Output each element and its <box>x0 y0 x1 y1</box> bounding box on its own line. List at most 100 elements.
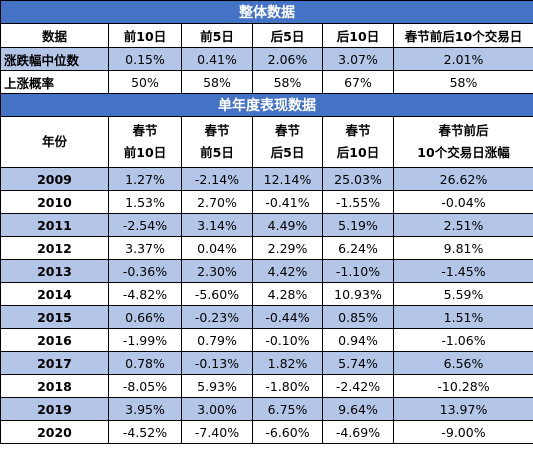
table-cell: -6.60% <box>252 420 323 444</box>
table-cell: 3.07% <box>322 47 394 71</box>
year-row: 2012 3.37% 0.04% 2.29% 6.24% 9.81% <box>0 236 533 260</box>
column-header: 数据 <box>0 23 109 48</box>
year-row: 2014 -4.82% -5.60% 4.28% 10.93% 5.59% <box>0 282 533 306</box>
year-cell: 2011 <box>0 213 109 237</box>
year-cell: 2019 <box>0 397 109 421</box>
table-cell: -1.55% <box>322 190 394 214</box>
year-row: 2009 1.27% -2.14% 12.14% 25.03% 26.62% <box>0 167 533 191</box>
table-cell: -2.54% <box>108 213 182 237</box>
table-cell: 5.19% <box>322 213 394 237</box>
table-cell: 9.81% <box>393 236 533 260</box>
year-row: 2016 -1.99% 0.79% -0.10% 0.94% -1.06% <box>0 328 533 352</box>
table-cell: 67% <box>322 70 394 94</box>
table-cell: 1.27% <box>108 167 182 191</box>
table-cell: 0.15% <box>108 47 182 71</box>
table-cell: -0.41% <box>252 190 323 214</box>
table-cell: 13.97% <box>393 397 533 421</box>
table-cell: 4.42% <box>252 259 323 283</box>
table-cell: -1.06% <box>393 328 533 352</box>
table-cell: 0.85% <box>322 305 394 329</box>
year-row: 2020 -4.52% -7.40% -6.60% -4.69% -9.00% <box>0 420 533 444</box>
table-cell: -1.99% <box>108 328 182 352</box>
column-header: 后10日 <box>322 23 394 48</box>
table-cell: 6.75% <box>252 397 323 421</box>
yearly-header-row: 年份 春节 前10日 春节 前5日 春节 后5日 春节 后10日 春节前后 10个交易日涨… <box>0 116 533 168</box>
table-cell: -4.82% <box>108 282 182 306</box>
year-cell: 2013 <box>0 259 109 283</box>
year-cell: 2014 <box>0 282 109 306</box>
table-cell: 3.95% <box>108 397 182 421</box>
table-cell: -4.69% <box>322 420 394 444</box>
table-cell: 3.00% <box>181 397 253 421</box>
spring-festival-stats-table: 整体数据 数据 前10日 前5日 后5日 后10日 春节前后10个交易日 涨跌幅… <box>0 0 533 444</box>
table-cell: -8.05% <box>108 374 182 398</box>
table-cell: 0.94% <box>322 328 394 352</box>
table-cell: 26.62% <box>393 167 533 191</box>
table-cell: -0.10% <box>252 328 323 352</box>
table-cell: 5.59% <box>393 282 533 306</box>
table-cell: 2.70% <box>181 190 253 214</box>
table-cell: 0.79% <box>181 328 253 352</box>
column-header: 春节 前5日 <box>181 116 253 168</box>
row-label: 上涨概率 <box>0 70 109 94</box>
column-header: 春节前后10个交易日 <box>393 23 533 48</box>
table-cell: 2.29% <box>252 236 323 260</box>
table-cell: 12.14% <box>252 167 323 191</box>
table-cell: -1.80% <box>252 374 323 398</box>
table-cell: -7.40% <box>181 420 253 444</box>
table-cell: 0.66% <box>108 305 182 329</box>
table-cell: 0.78% <box>108 351 182 375</box>
year-cell: 2015 <box>0 305 109 329</box>
table-cell: 5.93% <box>181 374 253 398</box>
year-cell: 2020 <box>0 420 109 444</box>
table-cell: 25.03% <box>322 167 394 191</box>
column-header: 春节 后5日 <box>252 116 323 168</box>
year-row: 2011 -2.54% 3.14% 4.49% 5.19% 2.51% <box>0 213 533 237</box>
table-cell: -0.23% <box>181 305 253 329</box>
table-cell: -2.14% <box>181 167 253 191</box>
table-cell: 58% <box>181 70 253 94</box>
table-cell: 3.14% <box>181 213 253 237</box>
table-cell: 4.49% <box>252 213 323 237</box>
column-header: 前5日 <box>181 23 253 48</box>
table-cell: 2.30% <box>181 259 253 283</box>
column-header: 春节前后 10个交易日涨幅 <box>393 116 533 168</box>
table-cell: 0.41% <box>181 47 253 71</box>
year-cell: 2018 <box>0 374 109 398</box>
table-cell: -0.44% <box>252 305 323 329</box>
table-cell: 58% <box>252 70 323 94</box>
year-row: 2015 0.66% -0.23% -0.44% 0.85% 1.51% <box>0 305 533 329</box>
column-header: 后5日 <box>252 23 323 48</box>
table-cell: 6.24% <box>322 236 394 260</box>
table-cell: 0.04% <box>181 236 253 260</box>
overall-row-median: 涨跌幅中位数 0.15% 0.41% 2.06% 3.07% 2.01% <box>0 47 533 71</box>
year-row: 2018 -8.05% 5.93% -1.80% -2.42% -10.28% <box>0 374 533 398</box>
table-cell: -1.10% <box>322 259 394 283</box>
table-cell: 2.01% <box>393 47 533 71</box>
table-cell: 9.64% <box>322 397 394 421</box>
table-cell: -0.13% <box>181 351 253 375</box>
table-cell: 5.74% <box>322 351 394 375</box>
year-row: 2013 -0.36% 2.30% 4.42% -1.10% -1.45% <box>0 259 533 283</box>
year-row: 2019 3.95% 3.00% 6.75% 9.64% 13.97% <box>0 397 533 421</box>
table-cell: -0.36% <box>108 259 182 283</box>
column-header: 前10日 <box>108 23 182 48</box>
table-cell: 58% <box>393 70 533 94</box>
table-cell: -4.52% <box>108 420 182 444</box>
table-cell: 1.82% <box>252 351 323 375</box>
column-header: 年份 <box>0 116 109 168</box>
year-cell: 2010 <box>0 190 109 214</box>
column-header: 春节 后10日 <box>322 116 394 168</box>
table-cell: -5.60% <box>181 282 253 306</box>
table-cell: 10.93% <box>322 282 394 306</box>
year-row: 2017 0.78% -0.13% 1.82% 5.74% 6.56% <box>0 351 533 375</box>
overall-section-title: 整体数据 <box>0 0 533 24</box>
table-cell: 2.06% <box>252 47 323 71</box>
year-cell: 2016 <box>0 328 109 352</box>
row-label: 涨跌幅中位数 <box>0 47 109 71</box>
table-cell: 1.51% <box>393 305 533 329</box>
table-cell: 6.56% <box>393 351 533 375</box>
table-cell: -1.45% <box>393 259 533 283</box>
table-cell: -2.42% <box>322 374 394 398</box>
yearly-section-title: 单年度表现数据 <box>0 93 533 117</box>
